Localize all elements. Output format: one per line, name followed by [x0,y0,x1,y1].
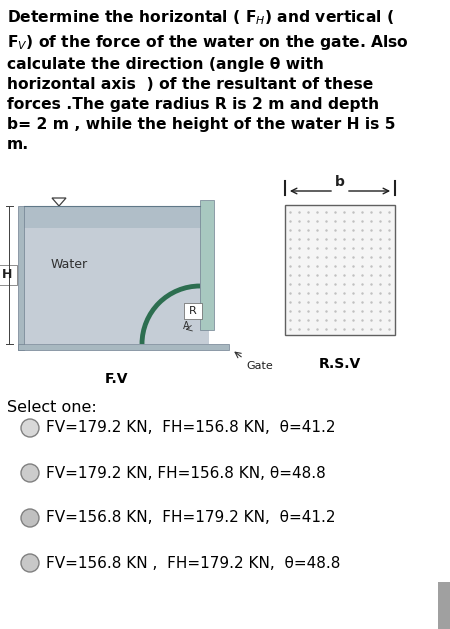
Text: Select one:: Select one: [7,400,97,415]
Circle shape [21,509,39,527]
Text: FV=179.2 KN, FH=156.8 KN, θ=48.8: FV=179.2 KN, FH=156.8 KN, θ=48.8 [46,465,326,481]
Text: A: A [183,321,189,331]
Bar [200,200,214,330]
Bar [438,582,450,629]
Text: R.S.V: R.S.V [319,357,361,371]
Text: Gate: Gate [247,362,273,371]
Text: FV=156.8 KN ,  FH=179.2 KN,  θ=48.8: FV=156.8 KN , FH=179.2 KN, θ=48.8 [46,555,340,571]
Circle shape [21,464,39,482]
Text: b: b [335,175,345,189]
Text: FV=179.2 KN,  FH=156.8 KN,  θ=41.2: FV=179.2 KN, FH=156.8 KN, θ=41.2 [46,421,336,435]
Bar [285,205,395,335]
Circle shape [21,419,39,437]
FancyBboxPatch shape [184,303,202,319]
Circle shape [21,554,39,572]
Text: R: R [189,306,197,316]
Bar [24,206,209,228]
Text: Water: Water [50,259,88,272]
Bar [24,206,209,344]
Text: F.V: F.V [104,372,128,386]
Text: H: H [2,269,12,282]
Bar [18,206,24,350]
Bar [18,344,229,350]
Text: FV=156.8 KN,  FH=179.2 KN,  θ=41.2: FV=156.8 KN, FH=179.2 KN, θ=41.2 [46,511,336,525]
FancyBboxPatch shape [0,265,17,285]
Text: Determine the horizontal ( F$_H$) and vertical (
F$_V$) of the force of the wate: Determine the horizontal ( F$_H$) and ve… [7,8,409,152]
